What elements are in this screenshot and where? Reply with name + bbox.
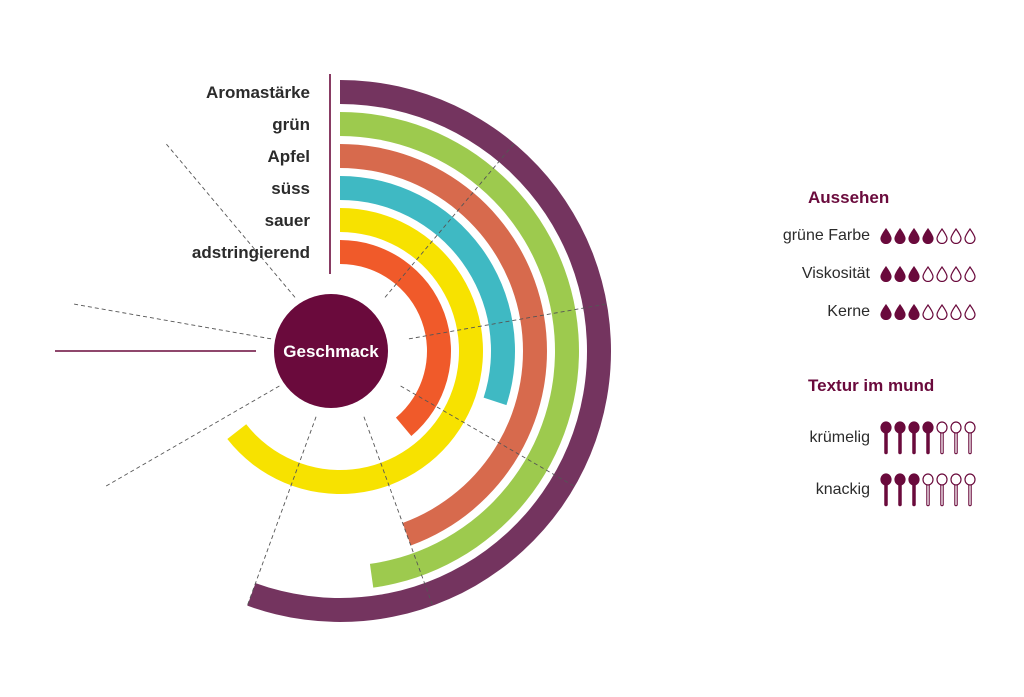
- ring-bar-3: [340, 176, 515, 406]
- category-label-5: adstringierend: [192, 243, 310, 262]
- scale-gridline: [400, 385, 577, 488]
- rating-label: krümelig: [809, 429, 870, 446]
- ring-bar-1: [340, 112, 579, 588]
- category-label-group: Aromastärke grün Apfel süss sauer adstringier…: [192, 83, 310, 262]
- scale-gridline: [384, 141, 516, 298]
- drop-icon: [950, 227, 962, 249]
- drop-icon: [936, 303, 948, 325]
- aussehen-title: Aussehen: [808, 188, 890, 207]
- rating-label: knackig: [815, 481, 870, 498]
- textur-title: Textur im mund: [808, 376, 935, 395]
- spoon-icon: [908, 421, 920, 460]
- rating-icons: [880, 265, 978, 287]
- spoon-icon: [922, 473, 934, 512]
- drop-icon: [894, 303, 906, 325]
- spoon-icon: [950, 421, 962, 460]
- center-label: Geschmack: [283, 342, 379, 361]
- spoon-icon: [964, 473, 976, 512]
- ring-group: [227, 80, 612, 622]
- gridline-group: [71, 141, 609, 608]
- spoon-icon: [894, 421, 906, 460]
- category-label-4: sauer: [265, 211, 311, 230]
- drop-icon: [964, 265, 976, 287]
- category-label-0: Aromastärke: [206, 83, 310, 102]
- spoon-icon: [880, 473, 892, 512]
- drop-icon: [880, 265, 892, 287]
- category-label-2: Apfel: [268, 147, 311, 166]
- rating-icons: [880, 473, 978, 512]
- rating-icons: [880, 421, 978, 460]
- category-label-1: grün: [272, 115, 310, 134]
- drop-icon: [880, 303, 892, 325]
- drop-icon: [950, 303, 962, 325]
- drop-icon: [908, 265, 920, 287]
- drop-icon: [908, 227, 920, 249]
- spoon-icon: [908, 473, 920, 512]
- drop-icon: [894, 227, 906, 249]
- scale-gridline: [71, 303, 272, 340]
- scale-gridline: [103, 385, 280, 488]
- spoon-icon: [950, 473, 962, 512]
- spoon-icon: [936, 473, 948, 512]
- drop-icon: [922, 265, 934, 287]
- drop-icon: [894, 265, 906, 287]
- spoon-icon: [964, 421, 976, 460]
- ring-bar-2: [340, 144, 547, 546]
- ring-bar-5: [340, 240, 452, 437]
- rating-label: Viskosität: [801, 265, 870, 282]
- rating-label: grüne Farbe: [782, 227, 870, 244]
- drop-icon: [880, 227, 892, 249]
- rating-icons: [880, 303, 978, 325]
- drop-icon: [908, 303, 920, 325]
- rating-icons: [880, 227, 978, 249]
- drop-icon: [950, 265, 962, 287]
- scale-gridline: [246, 416, 317, 608]
- drop-icon: [922, 303, 934, 325]
- scale-gridline: [408, 303, 609, 340]
- drop-icon: [922, 227, 934, 249]
- drop-icon: [964, 227, 976, 249]
- scale-gridline: [164, 141, 296, 298]
- category-label-3: süss: [271, 179, 310, 198]
- drop-icon: [964, 303, 976, 325]
- spoon-icon: [936, 421, 948, 460]
- rating-label: Kerne: [827, 303, 870, 320]
- spoon-icon: [880, 421, 892, 460]
- drop-icon: [936, 265, 948, 287]
- drop-icon: [936, 227, 948, 249]
- spoon-icon: [894, 473, 906, 512]
- center-circle: [274, 294, 388, 408]
- scale-gridline: [363, 416, 434, 608]
- spoon-icon: [922, 421, 934, 460]
